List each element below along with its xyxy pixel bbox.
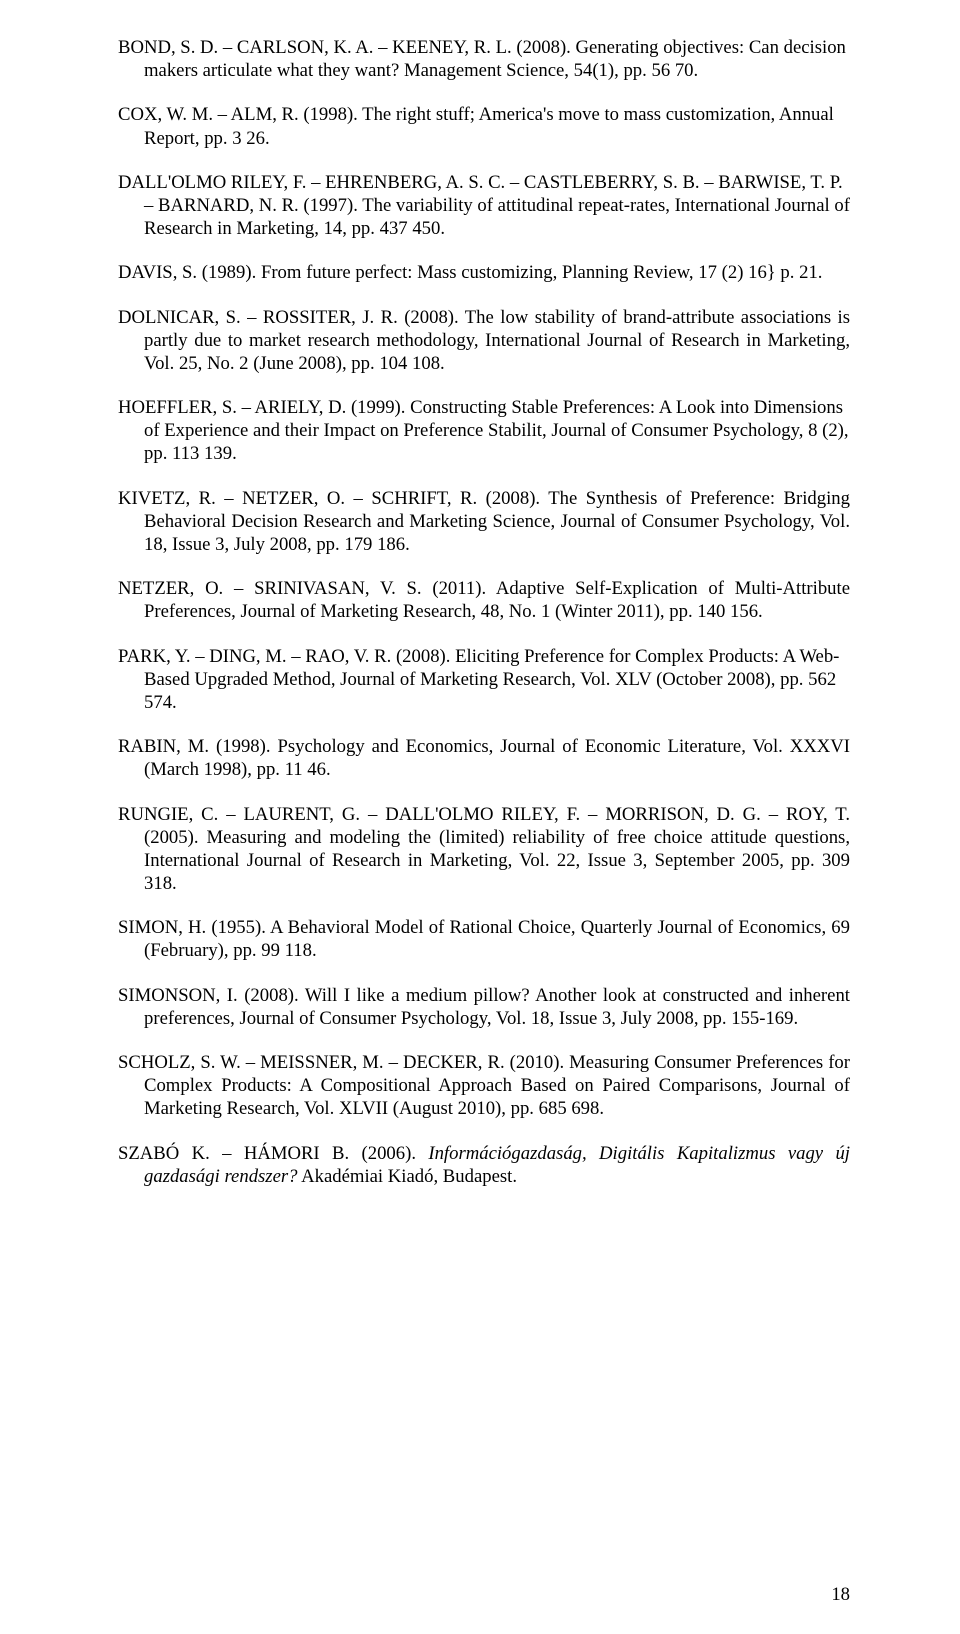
reference-entry: DALL'OLMO RILEY, F. – EHRENBERG, A. S. C… bbox=[118, 171, 850, 241]
reference-entry: NETZER, O. – SRINIVASAN, V. S. (2011). A… bbox=[118, 577, 850, 623]
reference-entry: COX, W. M. – ALM, R. (1998). The right s… bbox=[118, 103, 850, 149]
reference-entry: DAVIS, S. (1989). From future perfect: M… bbox=[118, 261, 850, 284]
reference-entry: RABIN, M. (1998). Psychology and Economi… bbox=[118, 735, 850, 781]
reference-entry: SIMONSON, I. (2008). Will I like a mediu… bbox=[118, 984, 850, 1030]
reference-entry: RUNGIE, C. – LAURENT, G. – DALL'OLMO RIL… bbox=[118, 803, 850, 896]
reference-entry: SIMON, H. (1955). A Behavioral Model of … bbox=[118, 916, 850, 962]
page-number: 18 bbox=[831, 1583, 850, 1606]
reference-entry: HOEFFLER, S. – ARIELY, D. (1999). Constr… bbox=[118, 396, 850, 466]
reference-entry: BOND, S. D. – CARLSON, K. A. – KEENEY, R… bbox=[118, 36, 850, 82]
references-list: BOND, S. D. – CARLSON, K. A. – KEENEY, R… bbox=[118, 36, 850, 1188]
reference-entry: SCHOLZ, S. W. – MEISSNER, M. – DECKER, R… bbox=[118, 1051, 850, 1121]
reference-entry: KIVETZ, R. – NETZER, O. – SCHRIFT, R. (2… bbox=[118, 487, 850, 557]
reference-entry: SZABÓ K. – HÁMORI B. (2006). Információg… bbox=[118, 1142, 850, 1188]
reference-entry: PARK, Y. – DING, M. – RAO, V. R. (2008).… bbox=[118, 645, 850, 715]
reference-entry: DOLNICAR, S. – ROSSITER, J. R. (2008). T… bbox=[118, 306, 850, 376]
